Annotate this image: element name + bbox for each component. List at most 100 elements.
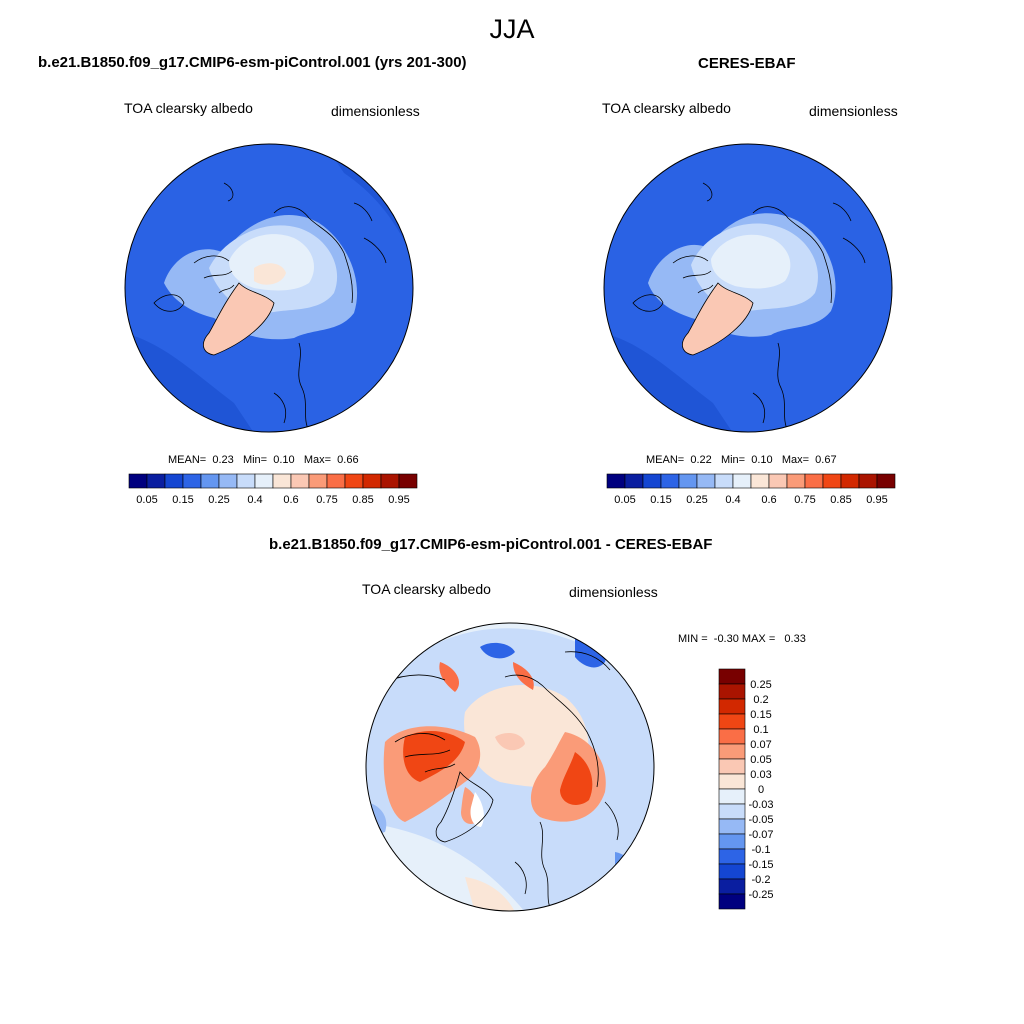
diff-colorbar-swatch [718,878,746,895]
diff-colorbar-tick-label: 0.03 [750,769,771,781]
archipelago-strong-positive [403,730,465,782]
diff-colorbar-swatch [718,728,746,745]
obs-colorbar-swatch [660,473,680,489]
diff-colorbar-swatch [718,788,746,805]
model-panel-title: b.e21.B1850.f09_g17.CMIP6-esm-piControl.… [38,54,467,71]
diff-colorbar-swatch [718,833,746,850]
diff-colorbar-tick-label: 0.07 [750,739,771,751]
obs-colorbar-swatch [714,473,734,489]
obs-polar-map [603,143,893,433]
model-colorbar-swatch [254,473,274,489]
model-colorbar-swatch [164,473,184,489]
obs-colorbar-swatch [696,473,716,489]
obs-colorbar-tick-label: 0.05 [614,494,635,506]
coastlines [153,182,387,432]
obs-panel-units: dimensionless [809,103,898,119]
diff-colorbar-swatch [718,713,746,730]
obs-panel-variable: TOA clearsky albedo [602,100,731,116]
central-ice-zone [229,234,314,291]
model-colorbar-swatch [290,473,310,489]
obs-colorbar-swatch [786,473,806,489]
obs-stats: MEAN= 0.22 Min= 0.10 Max= 0.67 [646,454,837,466]
obs-colorbar-swatch [624,473,644,489]
mean-value: 0.22 [690,454,712,466]
obs-colorbar-swatch [804,473,824,489]
diff-colorbar-tick-label: -0.2 [752,874,771,886]
pole-positive [495,732,525,751]
obs-colorbar-tick-label: 0.95 [866,494,887,506]
model-stats: MEAN= 0.23 Min= 0.10 Max= 0.66 [168,454,359,466]
greenland-interior [470,792,484,827]
model-colorbar-swatch [272,473,292,489]
model-colorbar-tick-label: 0.4 [247,494,262,506]
min-label: Min= [720,454,746,466]
model-colorbar-swatch [128,473,148,489]
positive-patch-south [465,877,515,911]
diff-colorbar-swatch [718,773,746,790]
obs-colorbar-swatch [876,473,896,489]
model-colorbar: 0.05 0.15 0.25 0.4 0.6 0.75 0.85 0.95 [128,473,418,506]
model-colorbar-swatch [218,473,238,489]
diff-colorbar-tick-label: -0.05 [748,814,773,826]
obs-colorbar-swatch [678,473,698,489]
arctic-high-albedo [254,263,286,285]
obs-colorbar-tick-label: 0.6 [761,494,776,506]
obs-colorbar-swatch [606,473,626,489]
obs-colorbar-tick-label: 0.4 [725,494,740,506]
diff-colorbar: 0.25 0.2 0.15 0.1 0.07 0.05 0.03 0 -0.03 -0.05 -0.… [718,668,774,910]
mean-label: MEAN= [168,454,207,466]
diff-colorbar-tick-label: 0.2 [753,694,768,706]
model-polar-map [124,143,414,433]
max-value: 0.33 [784,633,806,645]
central-ice-zone [711,234,791,289]
model-colorbar-tick-label: 0.05 [136,494,157,506]
diff-colorbar-tick-label: 0.25 [750,679,771,691]
diff-colorbar-swatch [718,803,746,820]
model-panel-units: dimensionless [331,103,420,119]
diff-colorbar-tick-label: -0.1 [752,844,771,856]
negative-patch-north [480,642,515,659]
max-value: 0.67 [815,454,837,466]
diff-colorbar-swatch [718,848,746,865]
model-colorbar-swatch [200,473,220,489]
max-label: MAX = [741,633,776,645]
map-border [365,622,655,912]
diff-colorbar-tick-label: 0.1 [753,724,768,736]
min-value: -0.30 [713,633,739,645]
diff-colorbar-tick-label: 0.15 [750,709,771,721]
diff-colorbar-swatch [718,893,746,910]
obs-colorbar-swatch [732,473,752,489]
diff-colorbar-swatch [718,683,746,700]
obs-colorbar-swatch [768,473,788,489]
model-colorbar-tick-label: 0.95 [388,494,409,506]
obs-colorbar-swatch [822,473,842,489]
diff-colorbar-swatch [718,758,746,775]
obs-colorbar-swatch [750,473,770,489]
alaska-positive [439,662,460,692]
diff-colorbar-swatch [718,818,746,835]
max-value: 0.66 [337,454,359,466]
max-label: Max= [781,454,810,466]
min-value: 0.10 [273,454,295,466]
diff-colorbar-tick-label: 0.05 [750,754,771,766]
obs-panel-title: CERES-EBAF [698,55,796,72]
map-border [603,143,893,433]
diff-colorbar-tick-label: -0.15 [748,859,773,871]
diff-colorbar-swatch [718,668,746,685]
siberia-strong-positive [560,752,593,805]
obs-colorbar: 0.05 0.15 0.25 0.4 0.6 0.75 0.85 0.95 [606,473,896,506]
model-colorbar-swatch [398,473,418,489]
mean-value: 0.23 [212,454,234,466]
negative-patch-southeast [615,852,637,884]
model-colorbar-swatch [236,473,256,489]
model-colorbar-swatch [380,473,400,489]
model-colorbar-swatch [308,473,328,489]
obs-colorbar-tick-label: 0.85 [830,494,851,506]
obs-colorbar-swatch [840,473,860,489]
diff-colorbar-tick-label: -0.25 [748,889,773,901]
map-border [124,143,414,433]
greenland [203,283,274,355]
obs-colorbar-tick-label: 0.75 [794,494,815,506]
diff-colorbar-tick-label: -0.07 [748,829,773,841]
model-colorbar-swatch [326,473,346,489]
